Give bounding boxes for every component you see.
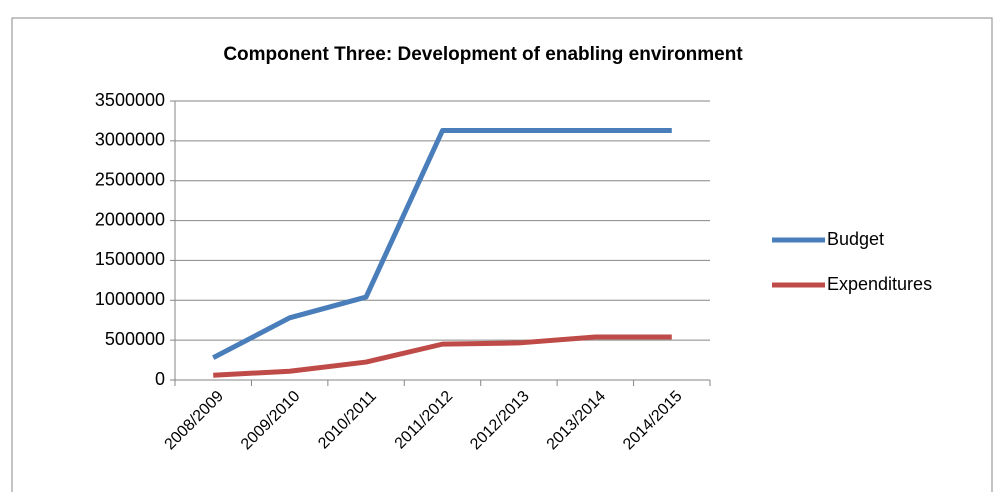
legend-label: Budget <box>827 229 884 249</box>
y-tick-label: 3000000 <box>95 130 165 150</box>
chart-title: Component Three: Development of enabling… <box>223 44 743 65</box>
legend-label: Expenditures <box>827 274 932 294</box>
y-tick-label: 2000000 <box>95 209 165 229</box>
y-tick-label: 1000000 <box>95 289 165 309</box>
y-tick-label: 0 <box>155 369 165 389</box>
y-tick-label: 2500000 <box>95 169 165 189</box>
y-tick-label: 3500000 <box>95 90 165 110</box>
series-line <box>213 334 672 378</box>
y-tick-label: 1500000 <box>95 249 165 269</box>
series-line <box>212 127 672 360</box>
y-tick-label: 500000 <box>105 329 165 349</box>
